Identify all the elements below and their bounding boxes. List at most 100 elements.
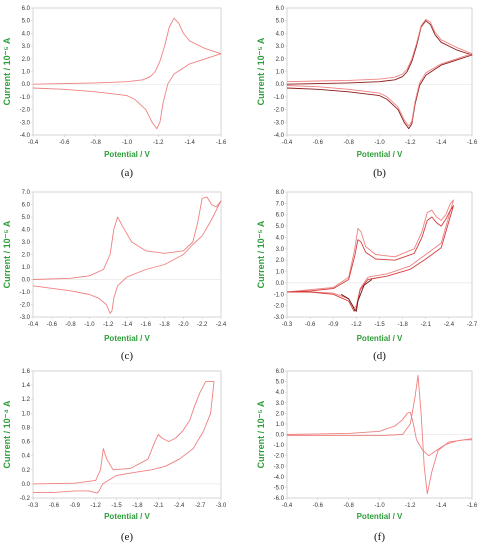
y-tick-label: -3.0 (20, 120, 31, 126)
y-tick-label: 1.2 (22, 397, 31, 403)
panel-label: (b) (373, 167, 386, 179)
y-tick-label: 3.0 (276, 247, 285, 253)
y-tick-label: 1.0 (276, 70, 285, 76)
y-tick-label: 2.0 (276, 411, 285, 417)
y-axis-label: Current / 10⁻⁵ A (2, 220, 12, 288)
x-tick-label: -0.4 (282, 503, 293, 509)
y-tick-label: 4.0 (276, 235, 285, 241)
y-tick-label: 4.0 (22, 228, 31, 234)
x-tick-label: -0.9 (70, 503, 81, 509)
y-tick-label: 7.0 (22, 190, 31, 196)
y-tick-label: 5.0 (276, 19, 285, 25)
x-tick-label: -1.4 (436, 140, 447, 146)
chart-panel-2: -0.4 -0.6 -0.8 -1.0 -1.2 -1.4 -1.6 6.0 5.0 4.0 3.0… (256, 6, 478, 179)
x-tick-label: -1.4 (436, 503, 447, 509)
x-tick-label: -1.8 (397, 322, 408, 328)
x-axis-label: Potential / V (357, 512, 403, 521)
x-tick-label: -1.4 (122, 322, 133, 328)
y-tick-label: -6.0 (274, 496, 285, 502)
x-tick-label: -1.0 (374, 503, 385, 509)
y-tick-label: -1.0 (20, 95, 31, 101)
y-tick-label: 0.6 (22, 440, 31, 446)
chart-panel-4: -0.3 -0.6 -0.9 -1.2 -1.5 -1.8 -2.1 -2.4 -2.7 8.0 7… (256, 190, 478, 362)
y-axis-label: Current / 10⁻⁴ A (2, 400, 12, 468)
x-tick-label: -0.4 (28, 140, 39, 146)
y-tick-label: -3.0 (274, 464, 285, 470)
y-tick-label: -2.0 (274, 304, 285, 310)
x-tick-label: -1.2 (90, 503, 101, 509)
x-tick-label: -1.0 (122, 140, 133, 146)
y-tick-label: -1.0 (20, 290, 31, 296)
y-tick-label: 1.0 (22, 411, 31, 417)
y-tick-label: 1.0 (276, 422, 285, 428)
x-tick-label: -2.1 (421, 322, 432, 328)
y-tick-label: 5.0 (22, 19, 31, 25)
series-line-1 (32, 17, 222, 130)
plot-frame (32, 7, 222, 136)
y-tick-label: -2.0 (274, 454, 285, 460)
y-tick-label: 1.4 (22, 383, 31, 389)
y-tick-label: 0.0 (22, 482, 31, 488)
x-tick-label: -2.4 (174, 503, 185, 509)
y-tick-label: 5.0 (276, 380, 285, 386)
panel-label: (f) (374, 531, 385, 543)
x-tick-label: -0.9 (328, 322, 339, 328)
chart-panel-3: -0.4 -0.6 -0.8 -1.0 -1.2 -1.4 -1.6 -1.8 -2.0 -2.2… (2, 190, 227, 362)
x-tick-label: -0.3 (28, 503, 39, 509)
chart-panel-6: -0.4 -0.6 -0.8 -1.0 -1.2 -1.4 -1.6 6.0 5.0 4.0 3.0… (256, 369, 478, 543)
y-tick-label: -2.0 (20, 303, 31, 309)
x-tick-label: -0.4 (28, 322, 39, 328)
y-tick-label: -1.0 (274, 443, 285, 449)
y-tick-label: -5.0 (274, 485, 285, 491)
series-line-1 (32, 196, 222, 314)
y-tick-label: 4.0 (276, 390, 285, 396)
y-tick-label: 0.4 (22, 454, 31, 460)
y-axis-label: Current / 10⁻⁵ A (2, 37, 12, 105)
x-tick-label: -1.2 (153, 140, 164, 146)
series-line-3 (340, 279, 373, 312)
y-tick-label: 3.0 (276, 401, 285, 407)
x-tick-label: -3.0 (216, 503, 227, 509)
panel-label: (d) (373, 350, 386, 362)
plot-frame (286, 191, 473, 318)
x-tick-label: -2.7 (467, 322, 478, 328)
x-tick-label: -0.6 (305, 322, 316, 328)
plot-frame (286, 7, 473, 136)
y-tick-label: 0.0 (22, 82, 31, 88)
panel-label: (a) (121, 167, 134, 179)
y-tick-label: 8.0 (276, 190, 285, 196)
y-axis-label: Current / 10⁻⁵ A (256, 400, 266, 468)
x-tick-label: -1.4 (184, 140, 195, 146)
y-tick-label: 2.0 (22, 57, 31, 63)
x-tick-label: -1.8 (132, 503, 143, 509)
y-tick-label: 6.0 (22, 6, 31, 12)
y-tick-label: 6.0 (276, 6, 285, 12)
y-tick-label: 3.0 (22, 240, 31, 246)
y-tick-label: 2.0 (276, 258, 285, 264)
y-axis-label: Current / 10⁻⁵ A (256, 220, 266, 288)
y-tick-label: -1.0 (274, 95, 285, 101)
y-tick-label: 0.2 (22, 468, 31, 474)
x-tick-label: -0.6 (47, 322, 58, 328)
x-tick-label: -0.3 (282, 322, 293, 328)
y-tick-label: -4.0 (274, 475, 285, 481)
x-tick-label: -0.6 (49, 503, 60, 509)
y-tick-label: 1.0 (22, 265, 31, 271)
y-tick-label: 3.0 (276, 44, 285, 50)
x-tick-label: -0.4 (282, 140, 293, 146)
series-line-2 (287, 374, 472, 495)
x-tick-label: -2.0 (178, 322, 189, 328)
x-axis-label: Potential / V (104, 150, 150, 159)
plot-frame (32, 370, 222, 499)
series-line-1 (32, 381, 215, 494)
x-tick-label: -2.2 (197, 322, 208, 328)
y-tick-label: 5.0 (276, 224, 285, 230)
x-tick-label: -1.2 (405, 503, 416, 509)
x-tick-label: -0.8 (343, 140, 354, 146)
plot-frame (32, 191, 222, 318)
chart-panel-1: -0.4 -0.6 -0.8 -1.0 -1.2 -1.4 -1.6 6.0 5.0 4.0 3.0… (2, 6, 227, 179)
x-axis-label: Potential / V (357, 150, 403, 159)
y-tick-label: -3.0 (274, 120, 285, 126)
x-tick-label: -1.2 (351, 322, 362, 328)
